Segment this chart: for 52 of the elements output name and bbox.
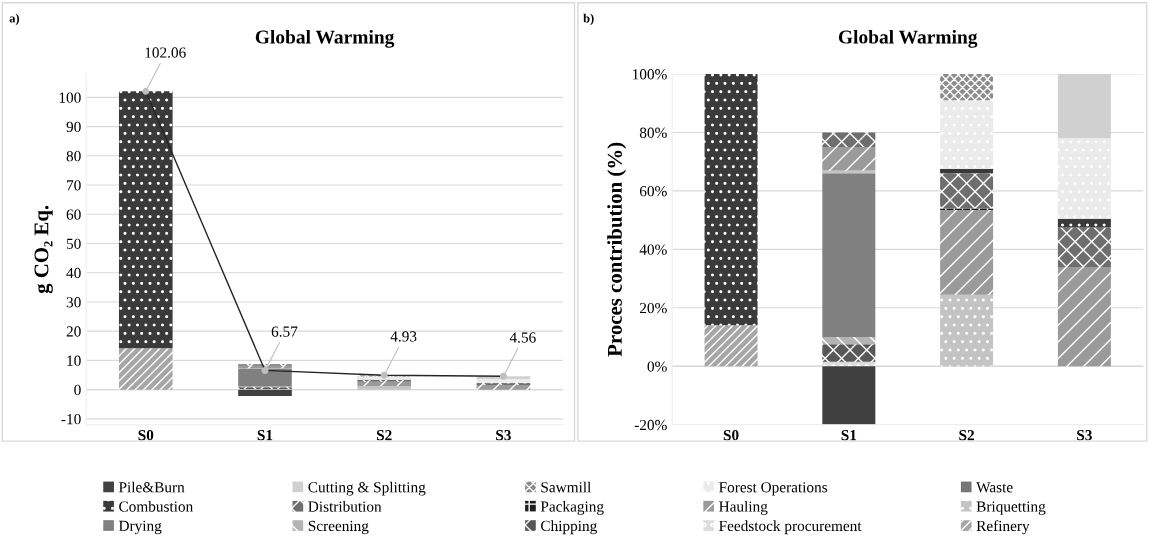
legend-label: Pile&Burn bbox=[118, 481, 185, 493]
data-label: 6.57 bbox=[271, 326, 298, 337]
y-tick-label: 70 bbox=[67, 180, 81, 191]
legend-label: Distribution bbox=[308, 500, 382, 512]
y-tick-label: 100 bbox=[59, 92, 81, 103]
x-tick-label: S3 bbox=[1077, 430, 1092, 441]
y-tick-label: 80 bbox=[66, 150, 81, 162]
data-label: 4.56 bbox=[509, 332, 536, 343]
y-tick-label: 60 bbox=[66, 209, 81, 220]
text: b) bbox=[583, 13, 594, 26]
x-tick-label: S2 bbox=[376, 430, 392, 441]
y-axis-title: g CO₂ Eq. bbox=[34, 205, 53, 294]
chart-title: Global Warming bbox=[255, 29, 395, 48]
legend-label: Hauling bbox=[719, 500, 768, 515]
legend-label: Screening bbox=[308, 520, 369, 535]
legend-label: Drying bbox=[118, 520, 162, 535]
y-tick-label: 20% bbox=[639, 302, 667, 314]
y-tick-label: 40% bbox=[639, 244, 667, 255]
legend-label: Forest Operations bbox=[719, 482, 828, 496]
legend-label: Packaging bbox=[540, 500, 604, 515]
x-tick-label: S1 bbox=[257, 430, 273, 441]
y-tick-label: 100% bbox=[633, 69, 667, 80]
y-tick-label: 90 bbox=[66, 121, 81, 133]
y-tick-label: 40 bbox=[66, 267, 81, 279]
text: a) bbox=[9, 13, 20, 26]
data-label: 4.93 bbox=[390, 331, 417, 342]
x-tick-label: S0 bbox=[723, 430, 739, 441]
chart-title: Global Warming bbox=[838, 29, 978, 48]
legend-label: Chipping bbox=[541, 520, 597, 535]
x-tick-label: S2 bbox=[959, 430, 975, 441]
legend-label: Cutting & Splitting bbox=[308, 481, 426, 496]
y-tick-label: 0 bbox=[74, 384, 81, 396]
y-tick-label: 60% bbox=[639, 186, 667, 197]
x-tick-label: S1 bbox=[841, 430, 857, 441]
data-label: 102.06 bbox=[145, 47, 186, 58]
legend-label: Briquetting bbox=[976, 501, 1046, 515]
y-tick-label: 80% bbox=[639, 127, 667, 138]
y-axis-title: Proces contribution (%) bbox=[607, 142, 627, 357]
y-tick-label: 30 bbox=[66, 297, 81, 308]
legend-label: Feedstock procurement bbox=[719, 520, 862, 535]
x-tick-label: S0 bbox=[138, 430, 154, 441]
y-tick-label: -10 bbox=[61, 414, 81, 425]
y-tick-label: 0% bbox=[647, 361, 667, 372]
legend-label: Waste bbox=[976, 482, 1013, 493]
y-tick-label: -20% bbox=[634, 419, 667, 431]
legend-label: Sawmill bbox=[541, 481, 592, 493]
legend-label: Refinery bbox=[976, 520, 1030, 535]
legend-label: Combustion bbox=[119, 500, 193, 512]
y-tick-label: 50 bbox=[66, 238, 81, 249]
y-tick-label: 10 bbox=[67, 355, 81, 366]
y-tick-label: 20 bbox=[66, 326, 81, 337]
x-tick-label: S3 bbox=[496, 430, 511, 441]
